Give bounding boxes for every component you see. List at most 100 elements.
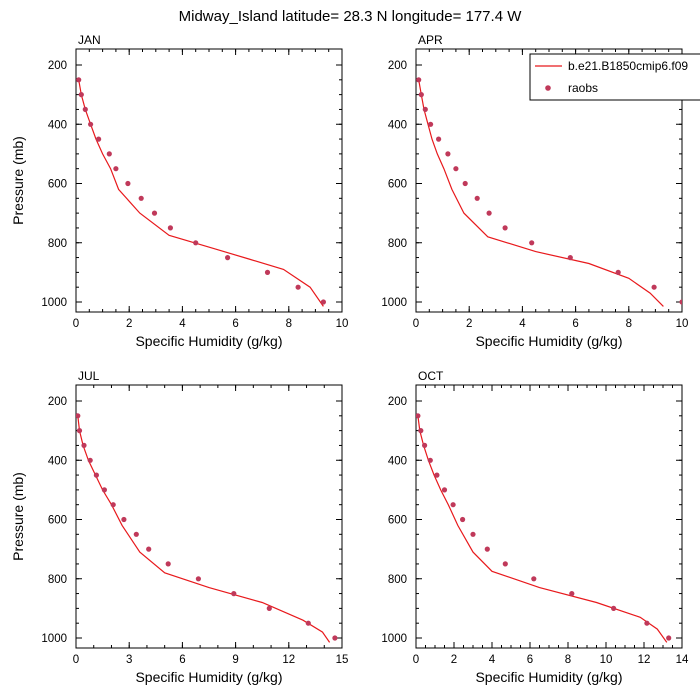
raobs-point [93, 472, 99, 478]
legend-box [529, 53, 700, 101]
x-tick-label: 10 [600, 654, 613, 666]
x-axis-title: Specific Humidity (g/kg) [135, 333, 282, 349]
raobs-point [121, 516, 127, 523]
x-tick-label: 0 [413, 654, 419, 666]
y-tick-label: 1000 [381, 633, 407, 645]
model-profile-line [417, 415, 668, 643]
raobs-point [436, 136, 442, 142]
y-tick-label: 200 [48, 396, 67, 408]
x-tick-label: 8 [626, 318, 632, 330]
x-tick-label: 0 [73, 318, 79, 330]
raobs-point [225, 255, 231, 261]
raobs-point [87, 457, 93, 463]
y-axis-title: Pressure (mb) [10, 136, 26, 225]
series-layer [416, 77, 682, 307]
series-layer [76, 77, 326, 307]
x-tick-label: 6 [232, 318, 238, 330]
raobs-point [78, 92, 84, 98]
raobs-point [125, 180, 131, 187]
y-tick-label: 1000 [41, 297, 67, 309]
raobs-point [264, 269, 271, 275]
raobs-point [88, 121, 94, 127]
raobs-point [569, 591, 575, 597]
raobs-point [651, 284, 657, 290]
y-tick-label: 400 [48, 119, 67, 131]
y-tick-label: 400 [388, 455, 407, 467]
raobs-point [428, 121, 434, 127]
raobs-point [679, 299, 682, 305]
raobs-point [101, 487, 107, 493]
raobs-point [195, 576, 201, 582]
panel-jan: JAN 0 2 4 6 8 10 200 400 600 800 1000 Specific Humid… [10, 33, 348, 349]
x-tick-label: 4 [519, 318, 526, 330]
raobs-point [445, 151, 451, 157]
raobs-point [434, 472, 440, 478]
x-axis-title: Specific Humidity (g/kg) [135, 669, 282, 685]
y-tick-label: 800 [388, 574, 407, 586]
x-tick-label: 6 [572, 318, 578, 330]
series-layer [416, 413, 672, 643]
raobs-point [167, 225, 173, 231]
raobs-point [81, 442, 87, 448]
figure-title: Midway_Island latitude= 28.3 N longitude… [179, 8, 523, 25]
raobs-point [418, 92, 424, 98]
raobs-point [441, 487, 448, 493]
raobs-point [486, 210, 492, 216]
model-profile-line [418, 79, 664, 307]
raobs-point [305, 620, 311, 626]
x-tick-label: 8 [286, 318, 292, 330]
y-tick-label: 600 [48, 179, 67, 191]
x-tick-label: 0 [413, 318, 419, 330]
raobs-point [113, 166, 119, 172]
raobs-point [416, 413, 421, 419]
model-profile-line [77, 415, 331, 643]
y-tick-label: 600 [388, 515, 407, 527]
y-tick-label: 200 [48, 60, 67, 72]
y-tick-label: 600 [388, 179, 407, 191]
y-tick-label: 1000 [41, 633, 67, 645]
y-axis-title: Pressure (mb) [10, 472, 26, 561]
panel-jul: JUL 0 3 6 9 12 15 200 400 600 800 1000 Specific Humi… [10, 369, 348, 685]
raobs-point [453, 166, 459, 172]
raobs-point [422, 442, 428, 448]
raobs-point [165, 561, 171, 567]
plot-frame [415, 384, 683, 649]
raobs-point [320, 299, 326, 305]
y-tick-label: 800 [388, 238, 407, 250]
y-tick-label: 200 [388, 396, 407, 408]
y-tick-label: 800 [48, 238, 67, 250]
x-tick-label: 8 [565, 654, 571, 666]
y-tick-label: 600 [48, 515, 67, 527]
panel-label: OCT [418, 369, 444, 383]
x-tick-label: 2 [126, 318, 132, 330]
raobs-point [76, 77, 82, 83]
raobs-point [82, 106, 88, 112]
panel-label: JAN [78, 33, 101, 47]
x-tick-label: 12 [638, 654, 651, 666]
panel-label: JUL [78, 369, 100, 383]
x-tick-label: 2 [466, 318, 472, 330]
plot-frame [75, 48, 343, 313]
raobs-point [110, 502, 116, 508]
raobs-point [422, 106, 428, 112]
legend-entry-label: raobs [568, 81, 598, 95]
y-tick-label: 400 [48, 455, 67, 467]
x-tick-label: 2 [451, 654, 457, 666]
raobs-point [666, 635, 672, 641]
raobs-point [138, 195, 144, 201]
raobs-point [531, 576, 537, 582]
raobs-point [615, 269, 621, 275]
x-axis-title: Specific Humidity (g/kg) [475, 669, 622, 685]
raobs-point [474, 195, 480, 201]
raobs-point [567, 255, 573, 261]
raobs-point [416, 77, 422, 83]
raobs-point [450, 502, 456, 508]
x-tick-label: 4 [489, 654, 496, 666]
series-layer [76, 413, 338, 643]
y-tick-label: 400 [388, 119, 407, 131]
raobs-point [502, 561, 508, 567]
y-tick-label: 1000 [381, 297, 407, 309]
x-tick-label: 9 [232, 654, 238, 666]
